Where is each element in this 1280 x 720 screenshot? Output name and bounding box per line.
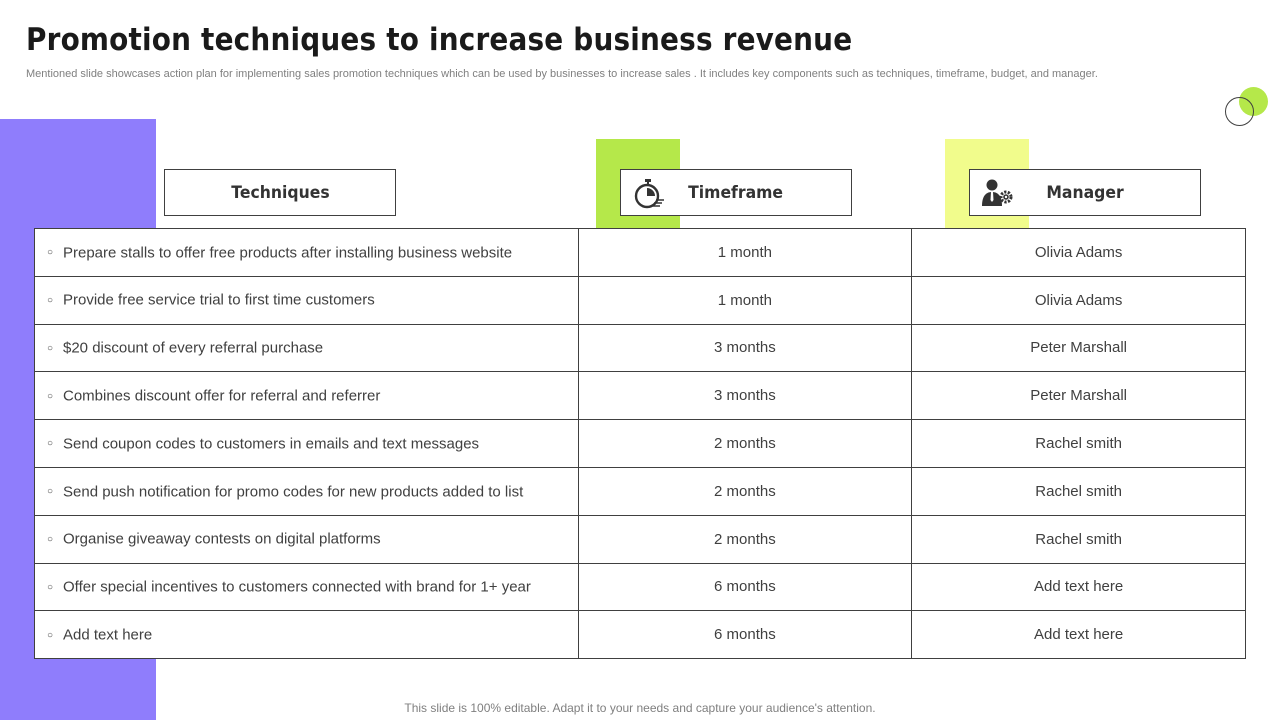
bullet-icon: ○: [47, 438, 54, 450]
bullet-icon: ○: [47, 486, 54, 498]
technique-cell: ○ $20 discount of every referral purchase: [34, 323, 579, 373]
manager-cell: Add text here: [911, 562, 1246, 612]
table-row: ○ Send push notification for promo codes …: [34, 466, 1246, 516]
timeframe-cell: 1 month: [577, 228, 913, 277]
footer-note: This slide is 100% editable. Adapt it to…: [404, 701, 876, 715]
bullet-icon: ○: [47, 247, 54, 259]
technique-text: Send coupon codes to customers in emails…: [63, 435, 480, 453]
bullet-icon: ○: [47, 294, 54, 306]
technique-text: Send push notification for promo codes f…: [63, 483, 524, 501]
technique-cell: ○ Send coupon codes to customers in email…: [34, 419, 579, 468]
technique-cell: ○ Organise giveaway contests on digital p…: [34, 514, 579, 564]
timeframe-cell: 3 months: [577, 371, 913, 421]
table-row: ○ Send coupon codes to customers in email…: [34, 419, 1246, 468]
manager-header-label: Manager: [1046, 182, 1124, 203]
bullet-icon: ○: [47, 581, 54, 593]
timeframe-cell: 3 months: [577, 323, 913, 373]
technique-text: $20 discount of every referral purchase: [63, 339, 324, 357]
bullet-icon: ○: [47, 533, 54, 545]
technique-cell: ○ Provide free service trial to first tim…: [34, 275, 579, 325]
technique-cell: ○ Add text here: [34, 610, 579, 660]
table-row: ○ Organise giveaway contests on digital p…: [34, 514, 1246, 564]
technique-text: Combines discount offer for referral and…: [63, 387, 381, 405]
technique-cell: ○ Send push notification for promo codes …: [34, 466, 579, 516]
timeframe-header-label: Timeframe: [688, 182, 784, 203]
table-row: ○ Combines discount offer for referral an…: [34, 371, 1246, 421]
technique-text: Organise giveaway contests on digital pl…: [63, 530, 381, 548]
technique-text: Add text here: [63, 626, 153, 644]
table-row: ○ Provide free service trial to first tim…: [34, 275, 1246, 325]
manager-cell: Rachel smith: [911, 466, 1246, 516]
timeframe-cell: 2 months: [577, 514, 913, 564]
manager-cell: Rachel smith: [911, 514, 1246, 564]
timeframe-cell: 6 months: [577, 562, 913, 612]
technique-cell: ○ Prepare stalls to offer free products a…: [34, 228, 579, 277]
decorative-ring-circle: [1225, 97, 1254, 126]
manager-cell: Olivia Adams: [911, 228, 1246, 277]
manager-cell: Add text here: [911, 610, 1246, 660]
manager-header: Manager: [969, 169, 1201, 216]
manager-cell: Peter Marshall: [911, 371, 1246, 421]
technique-cell: ○ Offer special incentives to customers c…: [34, 562, 579, 612]
bullet-icon: ○: [47, 629, 54, 641]
manager-cell: Olivia Adams: [911, 275, 1246, 325]
table-row: ○ Prepare stalls to offer free products a…: [34, 228, 1246, 277]
stopwatch-icon: [634, 179, 664, 209]
technique-cell: ○ Combines discount offer for referral an…: [34, 371, 579, 421]
technique-text: Prepare stalls to offer free products af…: [63, 244, 513, 262]
bullet-icon: ○: [47, 390, 54, 402]
technique-text: Offer special incentives to customers co…: [63, 578, 531, 596]
technique-text: Provide free service trial to first time…: [63, 291, 375, 309]
techniques-header: Techniques: [164, 169, 396, 216]
businessman-gear-icon: [982, 179, 1013, 206]
timeframe-cell: 1 month: [577, 275, 913, 325]
manager-cell: Rachel smith: [911, 419, 1246, 468]
manager-cell: Peter Marshall: [911, 323, 1246, 373]
promotion-table: ○ Prepare stalls to offer free products a…: [34, 228, 1246, 660]
bullet-icon: ○: [47, 342, 54, 354]
table-row: ○ Add text here 6 months Add text here: [34, 610, 1246, 660]
techniques-header-label: Techniques: [230, 182, 330, 203]
table-row: ○ Offer special incentives to customers c…: [34, 562, 1246, 612]
timeframe-cell: 2 months: [577, 419, 913, 468]
timeframe-cell: 2 months: [577, 466, 913, 516]
page-title: Promotion techniques to increase busines…: [26, 22, 853, 58]
timeframe-cell: 6 months: [577, 610, 913, 660]
timeframe-header: Timeframe: [620, 169, 852, 216]
table-row: ○ $20 discount of every referral purchase…: [34, 323, 1246, 373]
page-subtitle: Mentioned slide showcases action plan fo…: [26, 68, 1098, 80]
